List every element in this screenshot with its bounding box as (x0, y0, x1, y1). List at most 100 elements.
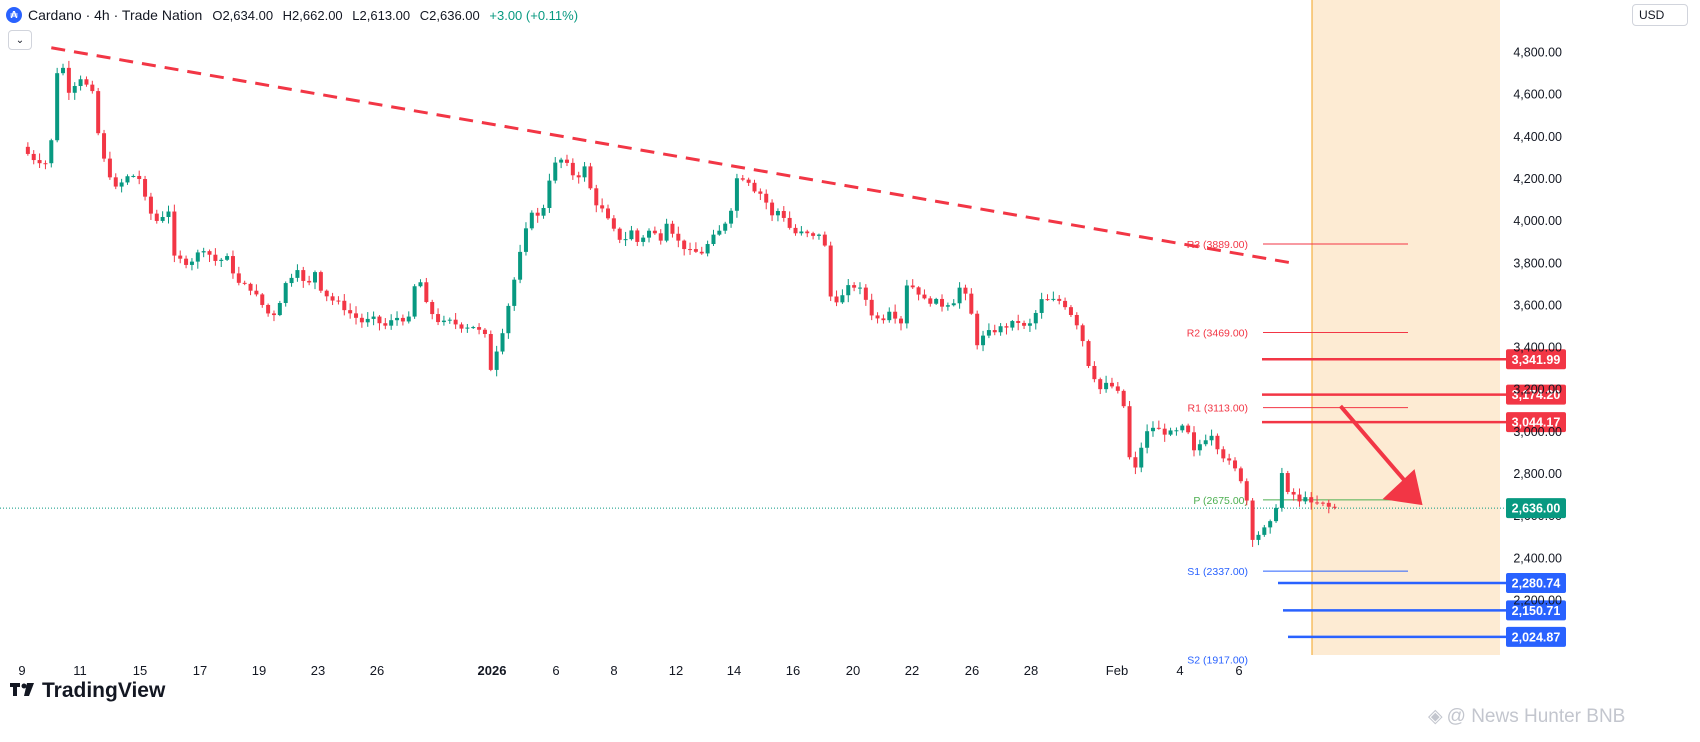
candle-body (271, 313, 276, 316)
candle-body (910, 285, 915, 288)
candle-body (66, 67, 71, 93)
candle-body (61, 67, 66, 74)
candle-body (805, 231, 810, 234)
candle-body (1233, 460, 1238, 469)
forecast-arrow-shaft (1338, 404, 1411, 487)
candle-body (611, 218, 616, 229)
candle-body (295, 270, 300, 278)
candle-body (1022, 322, 1027, 326)
descending-trendline (51, 46, 1291, 265)
candle-body (676, 233, 681, 241)
candle-body (1057, 298, 1062, 301)
candle-body (400, 317, 405, 322)
candle-body (1115, 386, 1120, 391)
candle-body (242, 282, 247, 284)
candle-body (1250, 500, 1255, 540)
candle-body (758, 191, 763, 194)
candle-body (1320, 502, 1325, 504)
candle-body (371, 316, 376, 319)
candle-body (107, 158, 112, 178)
candle-body (25, 146, 30, 154)
candle-body (389, 320, 394, 326)
candle-body (418, 282, 423, 287)
candle-body (928, 298, 933, 304)
candle-body (857, 287, 862, 289)
close-value: C2,636.00 (419, 7, 480, 23)
y-axis-tick-label: 4,400.00 (1513, 130, 1562, 144)
x-axis-tick-label: 9 (18, 663, 25, 678)
x-axis-tick-label: 26 (370, 663, 384, 678)
candle-body (488, 334, 493, 370)
x-axis-tick-label: 2026 (478, 663, 507, 678)
candle-body (1192, 432, 1196, 451)
candle-body (336, 300, 341, 302)
candle-body (1262, 527, 1267, 535)
candle-body (1156, 427, 1161, 429)
candle-body (1004, 326, 1009, 328)
candle-body (178, 255, 183, 259)
candle-body (945, 305, 950, 307)
open-value: O2,634.00 (212, 7, 274, 23)
support-level-price-label: 2,280.74 (1512, 576, 1561, 590)
candle-body (682, 240, 687, 250)
candle-body (342, 300, 347, 311)
candle-body (1221, 449, 1226, 459)
x-axis-tick-label: 22 (905, 663, 919, 678)
candle-body (641, 237, 646, 242)
candle-body (688, 249, 693, 251)
forecast-zone (1312, 0, 1500, 655)
candle-body (887, 311, 892, 321)
candle-body (1080, 325, 1085, 342)
candle-body (377, 316, 382, 324)
candle-body (49, 140, 54, 164)
symbol-title[interactable]: Cardano · 4h · Trade Nation (28, 7, 203, 23)
pivot-label: R1 (3113.00) (1187, 403, 1248, 415)
x-axis-tick-label: 6 (1235, 663, 1242, 678)
candle-body (740, 178, 745, 180)
candle-body (541, 207, 546, 216)
tradingview-logo[interactable]: TradingView (10, 679, 165, 703)
candle-body (840, 295, 845, 303)
candle-body (1238, 468, 1243, 482)
candle-body (523, 228, 528, 252)
candle-body (1256, 534, 1261, 540)
y-axis-tick-label: 3,000.00 (1513, 425, 1562, 439)
x-axis-tick-label: 11 (73, 663, 87, 678)
candle-body (213, 254, 218, 261)
candle-body (230, 256, 235, 274)
candle-body (1268, 521, 1273, 528)
candle-body (723, 223, 728, 231)
candle-body (1150, 427, 1155, 432)
candle-body (518, 251, 523, 280)
resistance-level-badge (1506, 384, 1566, 405)
candle-body (207, 251, 212, 255)
candle-body (90, 84, 95, 92)
x-axis-tick-label: Feb (1106, 663, 1128, 678)
candle-body (875, 315, 880, 319)
candle-body (787, 217, 792, 228)
binance-logo-icon: ◈ (1428, 706, 1443, 727)
candle-body (664, 223, 669, 241)
ohlc-readout: O2,634.00 H2,662.00 L2,613.00 C2,636.00 … (212, 8, 584, 23)
y-axis-tick-label: 3,800.00 (1513, 256, 1562, 270)
candle-body (1332, 506, 1337, 508)
candle-body (1010, 321, 1015, 328)
pivot-label: S1 (2337.00) (1187, 566, 1248, 578)
y-axis-tick-label: 4,200.00 (1513, 172, 1562, 186)
currency-selector[interactable]: USD (1632, 4, 1688, 26)
y-axis-tick-label: 3,200.00 (1513, 383, 1562, 397)
collapse-legend-button[interactable]: ⌄ (8, 30, 32, 50)
candle-body (852, 285, 857, 288)
candle-body (277, 303, 282, 316)
candle-body (981, 335, 986, 346)
candle-body (477, 327, 482, 330)
candle-body (113, 177, 118, 187)
candle-body (752, 182, 757, 192)
candle-body (629, 230, 634, 240)
candle-body (1285, 473, 1290, 492)
candle-body (219, 259, 224, 261)
y-axis-tick-label: 3,400.00 (1513, 341, 1562, 355)
candle-body (863, 287, 868, 300)
candle-body (143, 179, 148, 197)
